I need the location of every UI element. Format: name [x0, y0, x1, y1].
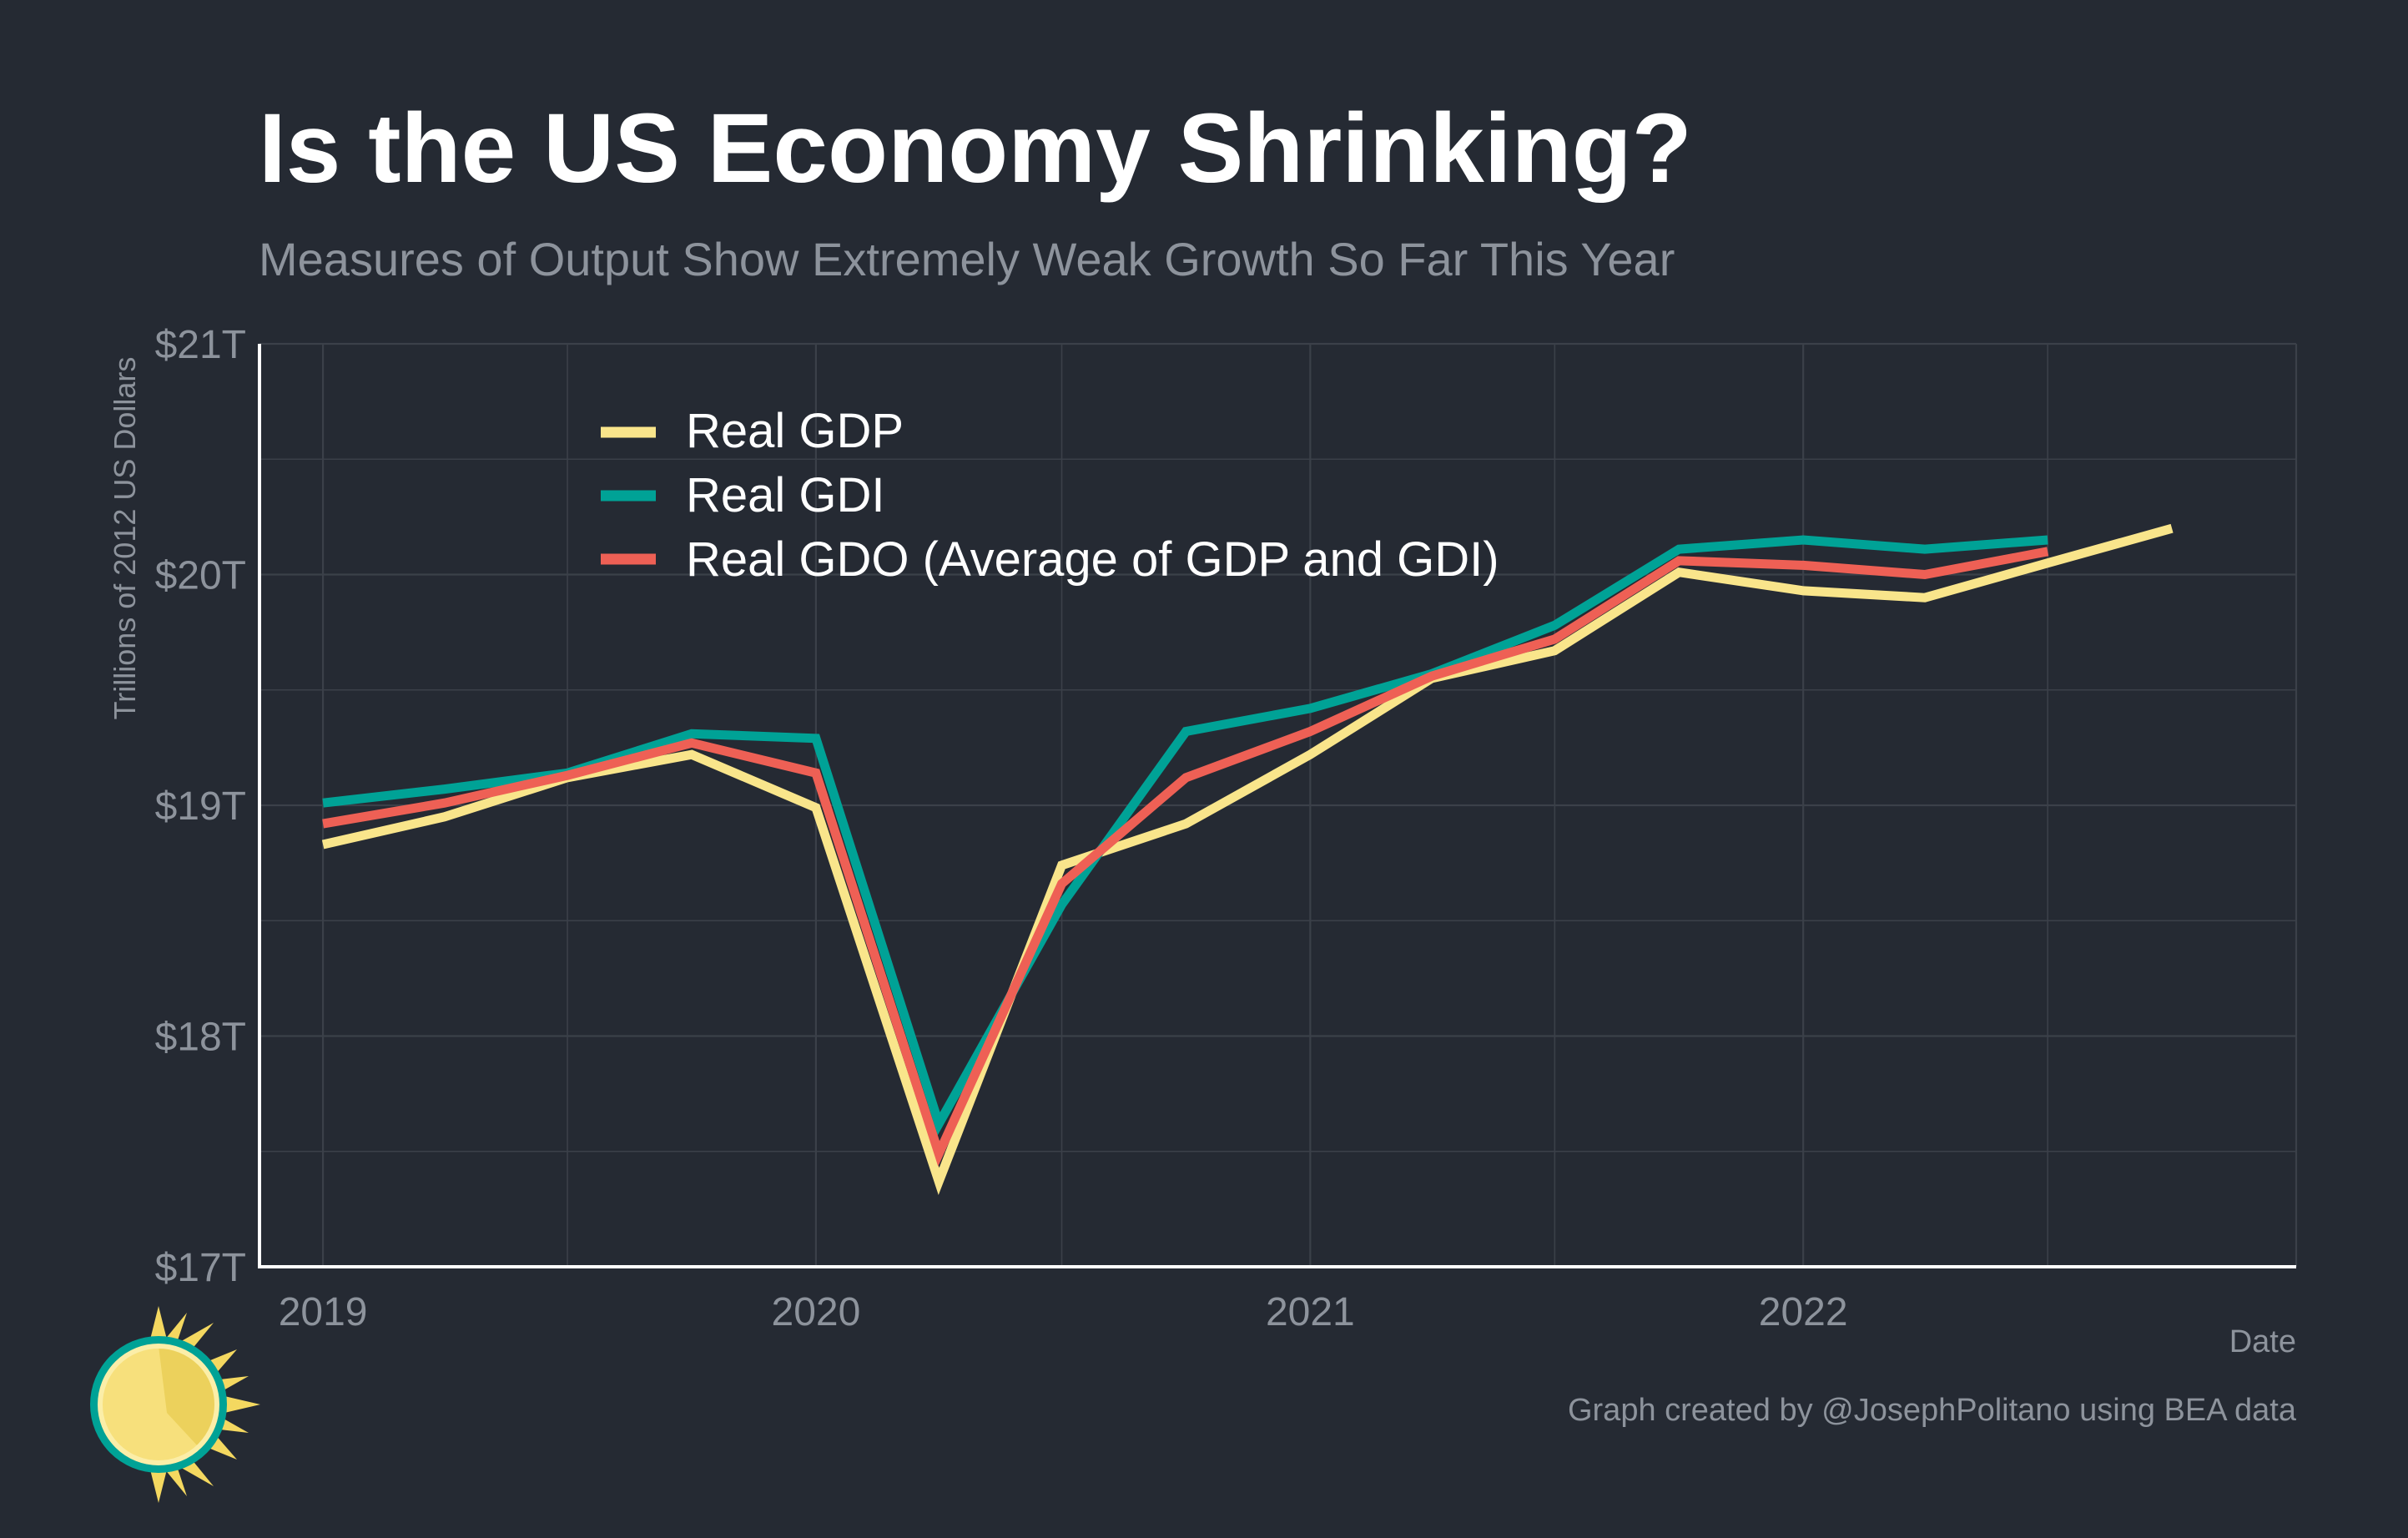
y-axis-label: Trillions of 2012 US Dollars [108, 357, 142, 720]
x-tick-label: 2021 [1266, 1290, 1355, 1334]
x-axis-label: Date [2229, 1324, 2296, 1359]
source-caption: Graph created by @JosephPolitano using B… [1568, 1393, 2297, 1428]
x-tick-label: 2022 [1759, 1290, 1848, 1334]
y-tick-label: $17T [155, 1246, 246, 1290]
x-tick-label: 2020 [772, 1290, 861, 1334]
y-tick-label: $20T [155, 554, 246, 598]
chart-subtitle: Measures of Output Show Extremely Weak G… [259, 233, 1675, 285]
y-tick-label: $19T [155, 784, 246, 829]
legend-label-real-gdi: Real GDI [686, 468, 885, 522]
y-tick-label: $21T [155, 323, 246, 367]
sun-logo [90, 1306, 260, 1503]
legend-label-real-gdo: Real GDO (Average of GDP and GDI) [686, 532, 1499, 587]
series-line-real-gdp [321, 523, 2174, 1195]
legend-label-real-gdp: Real GDP [686, 404, 904, 458]
chart-title: Is the US Economy Shrinking? [259, 93, 1692, 204]
axes [258, 344, 2296, 1268]
legend: Real GDP Real GDI Real GDO (Average of G… [601, 404, 1499, 587]
series-line-real-gdo [322, 547, 2049, 1167]
series-lines [321, 523, 2174, 1195]
x-tick-label: 2019 [279, 1290, 368, 1334]
y-tick-label: $18T [155, 1016, 246, 1060]
tick-labels: $17T $18T $19T $20T $21T 2019 2020 2021 2022 [155, 323, 1848, 1334]
grid [259, 342, 2298, 1268]
